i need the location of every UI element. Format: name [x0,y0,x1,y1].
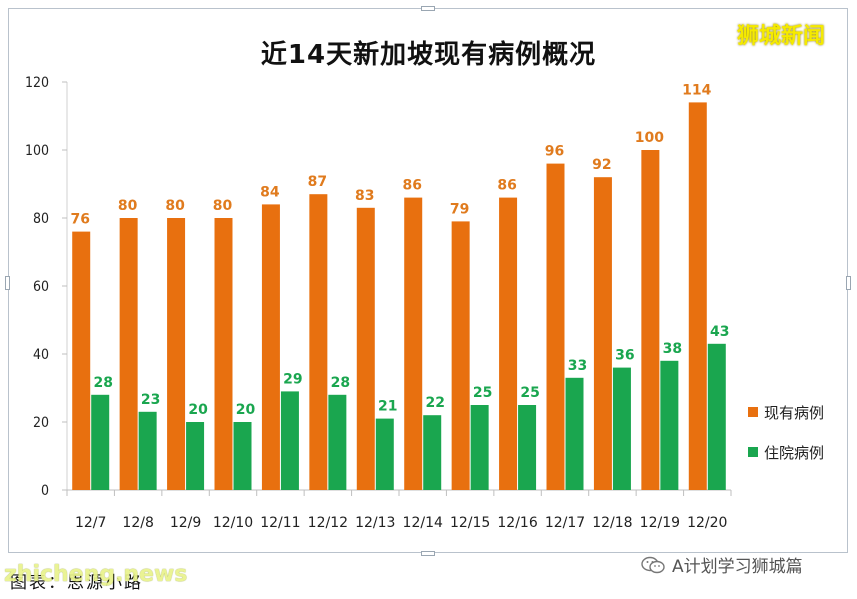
chart-title: 近14天新加坡现有病例概况 [260,40,597,70]
x-tick-label: 12/9 [170,515,201,531]
bar-existing-cases [688,102,707,491]
x-tick-label: 12/7 [75,515,106,531]
x-tick-label: 12/16 [497,515,537,531]
data-label-existing: 80 [118,198,138,214]
chart-bars [72,102,726,491]
data-label-existing: 86 [402,178,421,194]
data-label-hospitalized: 20 [188,402,208,418]
data-label-existing: 84 [260,184,280,200]
data-label-hospitalized: 28 [93,375,112,391]
x-tick-label: 12/20 [687,515,727,531]
wechat-icon [641,556,665,573]
data-label-hospitalized: 38 [663,341,682,357]
data-label-existing: 80 [213,198,233,214]
data-label-existing: 76 [70,212,89,228]
bar-existing-cases [404,197,423,490]
x-tick-label: 12/13 [355,515,395,531]
data-label-hospitalized: 43 [710,324,729,340]
data-label-hospitalized: 25 [520,385,539,401]
x-tick-label: 12/17 [545,515,585,531]
bar-hospitalized-cases [423,415,442,490]
wechat-account: A计划学习狮城篇 [640,552,803,577]
data-label-hospitalized: 29 [283,371,302,387]
brand-logo-text: 狮城新闻 [737,24,826,49]
y-tick-label: 80 [33,211,49,227]
watermark: zhicheng.news [4,562,188,587]
data-label-hospitalized: 25 [473,385,492,401]
data-label-existing: 114 [682,82,711,98]
bar-existing-cases [546,163,565,490]
data-label-hospitalized: 36 [615,348,634,364]
legend-item-hospitalized: 住院病例 [748,442,824,462]
bar-hospitalized-cases [565,377,584,490]
legend: 现有病例 住院病例 [748,402,824,482]
bar-hospitalized-cases [470,405,489,490]
legend-label-hospitalized: 住院病例 [764,443,825,462]
x-tick-label: 12/14 [403,515,443,531]
bar-existing-cases [167,218,186,490]
legend-item-existing: 现有病例 [748,402,824,422]
data-label-hospitalized: 33 [568,358,587,374]
source-credit: 图表：思源小路 [10,573,143,593]
legend-label-existing: 现有病例 [764,403,825,422]
x-tick-label: 12/18 [592,515,632,531]
data-label-existing: 79 [450,201,469,217]
x-tick-label: 12/10 [213,515,253,531]
data-label-existing: 96 [545,144,564,160]
legend-swatch-existing [748,407,758,417]
bar-hospitalized-cases [518,405,537,490]
bar-existing-cases [641,150,660,490]
bar-existing-cases [214,218,233,490]
x-tick-label: 12/8 [122,515,153,531]
y-tick-label: 0 [41,483,49,499]
bar-hospitalized-cases [375,418,394,490]
bar-existing-cases [451,221,470,490]
bar-hospitalized-cases [91,394,110,490]
x-tick-label: 12/12 [308,515,348,531]
bar-existing-cases [593,177,612,490]
resize-handle-left[interactable] [5,276,10,290]
y-tick-label: 60 [33,279,49,295]
bar-hospitalized-cases [660,360,679,490]
bar-hospitalized-cases [280,391,299,490]
bar-existing-cases [119,218,138,490]
footer [0,556,857,599]
bar-hospitalized-cases [233,422,252,490]
data-label-hospitalized: 28 [331,375,350,391]
data-label-hospitalized: 20 [236,402,256,418]
data-label-hospitalized: 23 [141,392,160,408]
data-label-existing: 80 [165,198,185,214]
bar-hospitalized-cases [707,343,726,490]
x-tick-label: 12/11 [260,515,300,531]
data-label-hospitalized: 21 [378,399,397,415]
data-label-existing: 86 [497,178,516,194]
bar-existing-cases [309,194,328,490]
y-tick-label: 40 [33,347,49,363]
bar-existing-cases [499,197,518,490]
data-label-existing: 87 [308,174,327,190]
resize-handle-right[interactable] [846,276,851,290]
bar-hospitalized-cases [186,422,205,490]
data-label-existing: 100 [635,130,664,146]
y-tick-label: 100 [25,143,49,159]
x-tick-label: 12/15 [450,515,490,531]
chart-labels: 76 80 80 80 84 87 83 86 79 86 96 92 100 114 28 23 20 20 29… [70,82,729,418]
wechat-account-name: A计划学习狮城篇 [672,557,803,577]
y-tick-label: 120 [25,75,49,91]
bar-existing-cases [356,207,375,491]
bar-hospitalized-cases [328,394,347,490]
bar-hospitalized-cases [138,411,157,490]
bar-hospitalized-cases [612,367,631,490]
y-tick-label: 20 [33,415,49,431]
legend-swatch-hospitalized [748,447,758,457]
resize-handle-top[interactable] [421,6,435,11]
x-tick-label: 12/19 [640,515,680,531]
data-label-hospitalized: 22 [425,395,444,411]
bar-existing-cases [72,231,91,490]
data-label-existing: 92 [592,157,611,173]
data-label-existing: 83 [355,188,374,204]
resize-handle-bottom[interactable] [421,551,435,556]
bar-existing-cases [261,204,280,490]
